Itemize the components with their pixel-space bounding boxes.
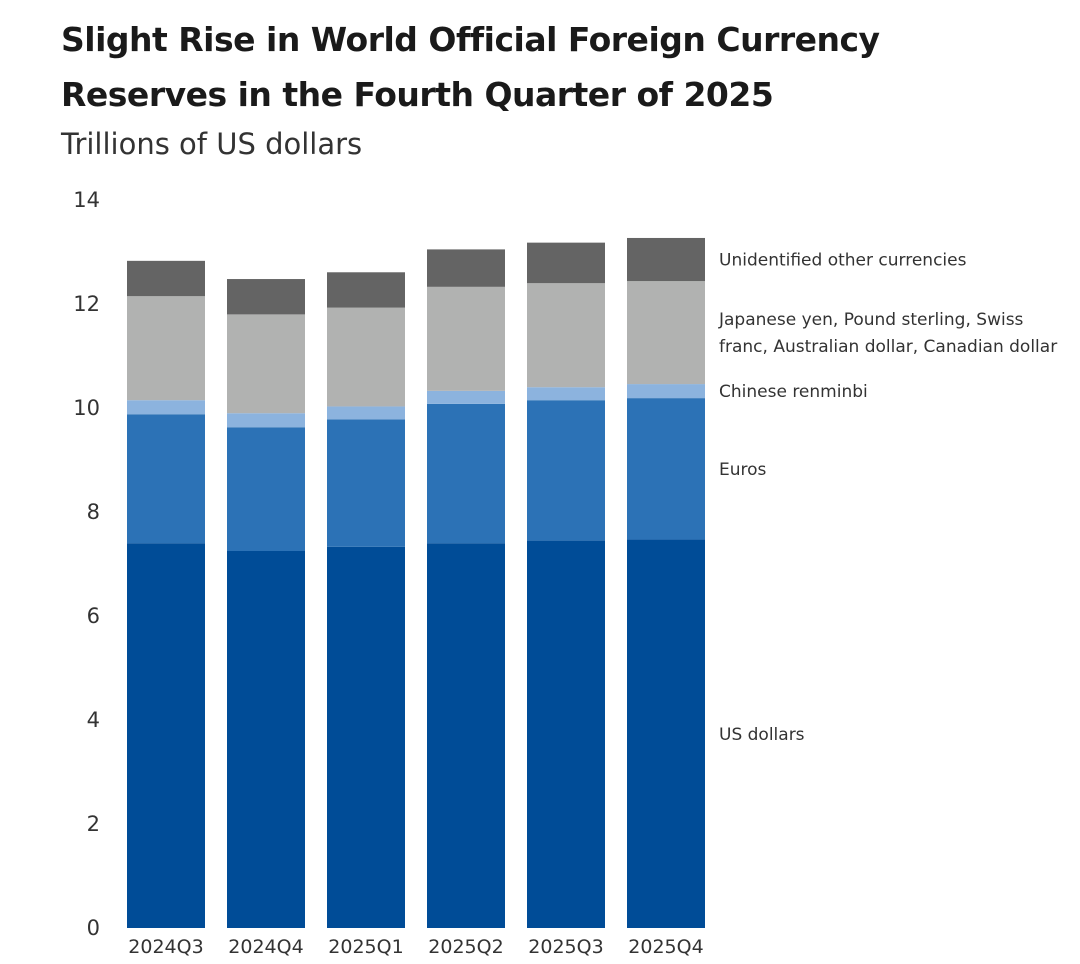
- x-tick-label: 2024Q4: [228, 936, 303, 958]
- bar-segment: [627, 398, 705, 540]
- y-tick-label: 10: [73, 396, 100, 420]
- bar-segment: [127, 260, 205, 297]
- bar-segment: [127, 543, 205, 928]
- y-axis: 0 2 4 6 8 10 12 14: [73, 188, 100, 940]
- legend-label: franc, Australian dollar, Canadian dolla…: [719, 337, 1057, 357]
- bar-group: [327, 272, 405, 928]
- y-tick-label: 4: [87, 708, 100, 732]
- bar-segment: [327, 307, 405, 407]
- bar-segment: [427, 543, 505, 928]
- x-tick-label: 2025Q4: [628, 936, 703, 958]
- bar-group: [227, 279, 305, 928]
- bar-segment: [127, 296, 205, 401]
- bar-segment: [527, 387, 605, 401]
- x-tick-label: 2025Q3: [528, 936, 603, 958]
- bar-segment: [327, 546, 405, 928]
- x-tick-label: 2024Q3: [128, 936, 203, 958]
- y-tick-label: 14: [73, 188, 100, 212]
- legend-item: US dollars: [719, 725, 805, 745]
- legend-item: Japanese yen, Pound sterling, Swiss franc…: [718, 310, 1057, 357]
- bar-segment: [527, 283, 605, 388]
- chart-subtitle: Trillions of US dollars: [61, 127, 363, 161]
- bars: [127, 237, 705, 928]
- bar-group: [627, 237, 705, 928]
- bar-segment: [527, 400, 605, 541]
- legend-item: Chinese renminbi: [719, 382, 868, 402]
- bar-group: [127, 260, 205, 928]
- bar-segment: [627, 237, 705, 282]
- chart-title: Slight Rise in World Official Foreign Cu…: [61, 20, 880, 114]
- bar-segment: [127, 400, 205, 415]
- x-axis: 2024Q3 2024Q4 2025Q1 2025Q2 2025Q3 2025Q4: [128, 936, 703, 958]
- bar-segment: [427, 286, 505, 391]
- legend: US dollars Euros Chinese renminbi Japanese …: [718, 251, 1057, 745]
- y-tick-label: 0: [87, 916, 100, 940]
- y-tick-label: 8: [87, 500, 100, 524]
- y-tick-label: 2: [87, 812, 100, 836]
- legend-label: Euros: [719, 460, 767, 480]
- bar-segment: [627, 384, 705, 399]
- bar-segment: [227, 413, 305, 428]
- legend-label: Unidentified other currencies: [719, 251, 967, 271]
- legend-item: Unidentified other currencies: [719, 251, 967, 271]
- bar-segment: [627, 539, 705, 928]
- bar-segment: [127, 414, 205, 544]
- x-tick-label: 2025Q2: [428, 936, 503, 958]
- y-tick-label: 6: [87, 604, 100, 628]
- bar-segment: [527, 242, 605, 284]
- bar-group: [527, 242, 605, 928]
- bar-segment: [227, 551, 305, 928]
- bar-segment: [227, 279, 305, 315]
- bar-segment: [227, 314, 305, 414]
- x-tick-label: 2025Q1: [328, 936, 403, 958]
- legend-label: Japanese yen, Pound sterling, Swiss: [718, 310, 1024, 330]
- bar-segment: [427, 403, 505, 544]
- bar-segment: [327, 272, 405, 308]
- bar-segment: [327, 406, 405, 420]
- bar-group: [427, 249, 505, 928]
- bar-segment: [327, 419, 405, 547]
- bar-segment: [627, 281, 705, 385]
- bar-segment: [527, 540, 605, 928]
- bar-segment: [227, 427, 305, 551]
- bar-segment: [427, 390, 505, 404]
- legend-label: US dollars: [719, 725, 805, 745]
- legend-label: Chinese renminbi: [719, 382, 868, 402]
- legend-item: Euros: [719, 460, 767, 480]
- bar-segment: [427, 249, 505, 287]
- y-tick-label: 12: [73, 292, 100, 316]
